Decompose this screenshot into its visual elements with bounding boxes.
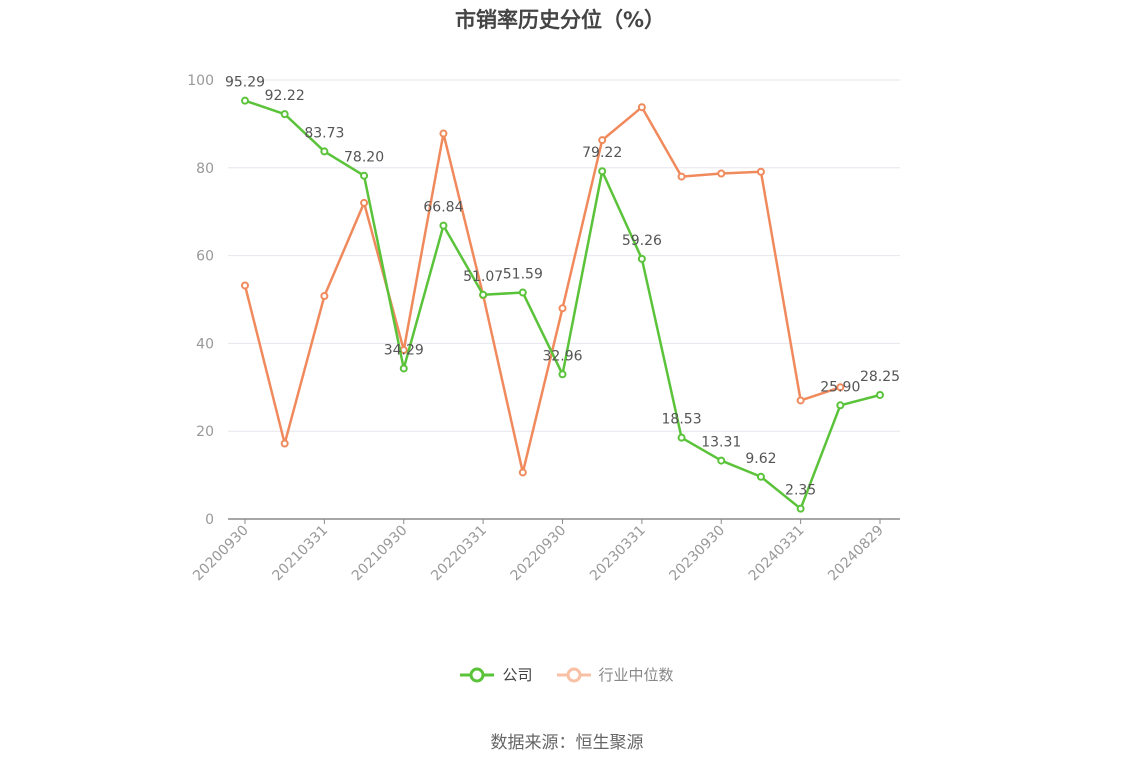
company-point (876, 390, 884, 399)
y-tick-label: 80 (196, 161, 214, 177)
x-tick-label: 20200930 (190, 523, 252, 585)
industry-point (717, 169, 726, 178)
grid-lines (228, 79, 900, 432)
y-tick-label: 0 (205, 512, 214, 528)
legend-item-company[interactable]: 公司 (460, 664, 533, 685)
company-point (677, 433, 686, 442)
company-point (756, 472, 765, 481)
company-point (280, 110, 289, 119)
industry-point (241, 281, 249, 290)
company-point (598, 167, 607, 176)
company-point (836, 401, 845, 410)
company-point (320, 147, 329, 156)
x-tick-label: 20230331 (587, 523, 649, 585)
company-data-label: 79.22 (582, 145, 622, 161)
company-data-label: 9.62 (745, 451, 776, 467)
industry-point (518, 468, 527, 477)
company-data-label: 25.90 (820, 379, 860, 395)
industry-point (637, 103, 646, 112)
company-point (558, 370, 567, 379)
industry-point (598, 136, 607, 145)
industry-point (320, 291, 329, 300)
x-tick-label: 20240331 (746, 523, 808, 585)
company-data-label: 66.84 (423, 200, 463, 216)
legend-company-marker (460, 667, 495, 682)
industry-point (677, 172, 686, 181)
company-data-label: 18.53 (662, 412, 702, 428)
industry-line (243, 105, 841, 474)
company-data-label: 32.96 (542, 348, 582, 364)
industry-point (360, 198, 369, 207)
company-data-label: 59.26 (622, 233, 662, 249)
company-data-label: 83.73 (304, 125, 344, 141)
x-tick-label: 20210331 (269, 523, 331, 585)
y-tick-label: 40 (196, 336, 214, 352)
company-data-label: 34.29 (384, 342, 424, 358)
axes: 0 20 40 60 80 100 20200930 20210331 20210930 2022… (187, 73, 900, 584)
company-point (796, 504, 805, 513)
company-data-label: 51.07 (463, 269, 503, 285)
y-tick-label: 60 (196, 249, 214, 265)
company-data-label: 51.59 (503, 267, 543, 283)
company-data-label: 2.35 (785, 483, 816, 499)
legend-item-industry[interactable]: 行业中位数 (556, 664, 674, 685)
industry-point (439, 129, 448, 138)
company-data-label: 78.20 (344, 150, 384, 166)
source-note: 数据来源：恒生聚源 (490, 733, 644, 753)
company-point (241, 96, 249, 105)
industry-point (280, 439, 289, 448)
y-tick-label: 100 (187, 73, 214, 89)
legend-industry-label: 行业中位数 (598, 666, 674, 684)
legend: 公司 行业中位数 (0, 664, 1134, 685)
x-tick-label: 20230930 (666, 523, 728, 585)
x-tick-label: 20240829 (825, 523, 887, 585)
company-point (360, 171, 369, 180)
series (241, 96, 884, 513)
y-tick-label: 20 (196, 424, 214, 440)
x-tick-label: 20220930 (508, 523, 570, 585)
legend-company-label: 公司 (502, 666, 533, 684)
company-data-label: 92.22 (265, 88, 305, 104)
company-point (439, 221, 448, 230)
company-data-label: 28.25 (860, 369, 900, 385)
industry-point (796, 396, 805, 405)
x-tick-label: 20210930 (349, 523, 411, 585)
industry-point (558, 304, 567, 313)
company-data-label: 95.29 (225, 75, 265, 91)
company-data-label: 13.31 (701, 435, 741, 451)
x-tick-label: 20220331 (428, 523, 490, 585)
company-point (518, 288, 527, 297)
chart-title: 市销率历史分位（%） (454, 8, 666, 32)
company-point (717, 456, 726, 465)
company-point (399, 364, 408, 373)
company-point (637, 254, 646, 263)
industry-point (756, 167, 765, 176)
industry-point (836, 383, 845, 392)
legend-industry-marker (556, 667, 591, 682)
company-point (479, 290, 488, 299)
